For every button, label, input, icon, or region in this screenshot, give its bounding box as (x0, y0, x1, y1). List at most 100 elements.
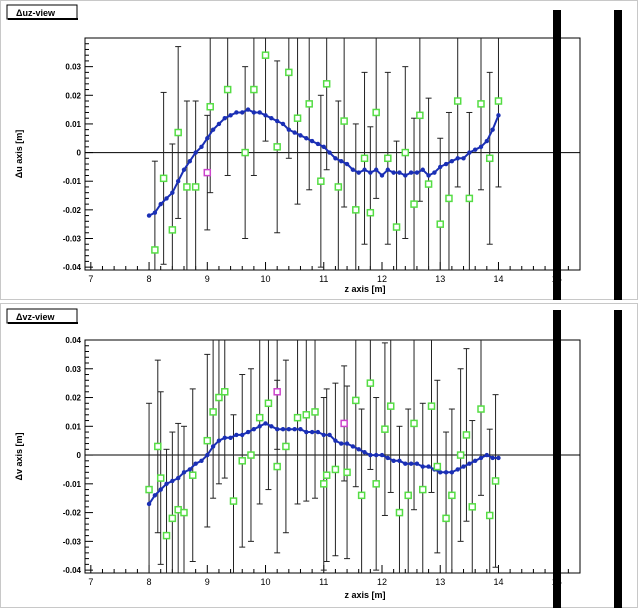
flagged-point (203, 168, 212, 177)
measurement-point (404, 491, 412, 500)
measurement-point (477, 405, 485, 413)
measurement-point (162, 531, 171, 540)
fit-point (356, 447, 361, 452)
fit-point (403, 173, 408, 178)
plot-marks (146, 38, 503, 270)
fit-point (216, 438, 222, 443)
fit-point (496, 455, 501, 461)
fit-point (490, 455, 495, 461)
measurement-point (221, 388, 229, 396)
fit-point (245, 429, 251, 435)
top-black-bar-right (614, 10, 622, 300)
fit-point (478, 455, 484, 461)
fit-point (170, 478, 175, 484)
fit-point (496, 113, 501, 118)
fit-point (467, 461, 472, 466)
measurement-point (159, 174, 168, 183)
fit-point (373, 167, 379, 172)
bottom-black-bar-left (553, 310, 561, 608)
y-tick-label: -0.03 (63, 537, 82, 546)
y-axis-label: Δv axis [m] (14, 433, 24, 481)
measurement-point (305, 100, 313, 108)
y-tick-label: -0.02 (63, 509, 82, 518)
top-panel-title-shadow (8, 18, 78, 20)
fit-point (461, 464, 466, 469)
fit-point (175, 179, 181, 184)
y-tick-label: 0 (77, 451, 82, 460)
measurement-point (320, 480, 328, 488)
fit-point (263, 113, 268, 118)
fit-point (490, 127, 495, 132)
measurement-point (293, 114, 302, 122)
measurement-point (386, 402, 395, 410)
fit-point (426, 464, 431, 469)
fit-point (472, 458, 478, 464)
fit-point (333, 156, 338, 161)
fit-point (234, 432, 239, 438)
measurement-point (419, 485, 427, 494)
fit-point (362, 167, 367, 172)
fit-point (379, 173, 385, 178)
measurement-point (247, 451, 255, 459)
fit-point (240, 432, 245, 438)
measurement-point (357, 491, 366, 500)
plot-marks (145, 340, 501, 573)
fit-point (187, 158, 193, 164)
measurement-point (334, 183, 343, 191)
measurement-point (494, 97, 503, 105)
fit-point (199, 144, 204, 150)
fit-point (286, 426, 292, 432)
y-tick-label: 0.01 (65, 422, 81, 431)
fit-point (269, 115, 274, 121)
measurement-point (436, 220, 444, 228)
measurement-point (485, 154, 494, 163)
fit-point (158, 487, 163, 492)
y-tick-label: 0.02 (65, 394, 81, 403)
y-tick-label: -0.04 (63, 566, 82, 575)
measurement-point (381, 425, 389, 433)
measurement-point (223, 85, 232, 94)
measurement-point (293, 413, 302, 422)
fit-point (269, 424, 274, 429)
x-tick-label: 7 (88, 577, 93, 587)
measurement-point (154, 442, 162, 451)
y-tick-label: 0.04 (65, 336, 81, 345)
measurement-point (427, 402, 436, 410)
measurement-point (322, 471, 331, 479)
measurement-point (465, 194, 474, 203)
bottom-panel-title: Δvz-view (16, 312, 55, 322)
fit-point (309, 429, 315, 435)
fit-point (455, 467, 460, 472)
fit-point (175, 475, 181, 481)
measurement-point (372, 480, 380, 488)
fit-point (199, 458, 204, 464)
bottom-black-bar-right (614, 310, 622, 608)
top-black-bar-left (553, 10, 561, 300)
measurement-point (395, 508, 404, 517)
x-axis-label: z axis [m] (344, 590, 385, 600)
fit-point (210, 444, 216, 449)
measurement-point (448, 491, 456, 500)
top-panel: Δuz-view 789101112131415-0.04-0.03-0.02-… (0, 0, 638, 300)
fit-point (333, 438, 338, 443)
measurement-point (180, 508, 188, 517)
measurement-point (453, 97, 462, 105)
flagged-point (273, 388, 281, 396)
measurement-point (477, 100, 485, 108)
measurement-point (241, 148, 249, 157)
measurement-point (203, 436, 212, 445)
fit-point (426, 173, 431, 178)
y-tick-label: -0.02 (63, 206, 82, 215)
x-tick-label: 12 (377, 274, 387, 284)
fit-point (146, 213, 152, 218)
measurement-point (372, 108, 380, 117)
measurement-point (282, 442, 290, 451)
fit-point (245, 107, 251, 112)
fit-point (461, 156, 466, 161)
x-tick-label: 11 (319, 274, 328, 284)
measurement-point (264, 399, 273, 408)
fit-point (443, 161, 449, 167)
fit-point (385, 455, 391, 461)
fit-point (152, 210, 158, 215)
